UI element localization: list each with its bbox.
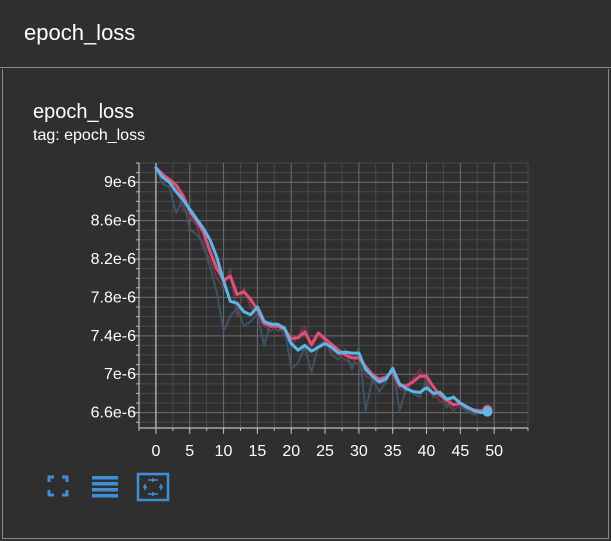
x-tick-label: 0 — [151, 443, 160, 460]
fit-domain-button[interactable] — [136, 472, 170, 502]
x-tick-label: 30 — [350, 443, 368, 460]
chart-toolbar — [44, 472, 184, 502]
y-tick-label: 8.6e-6 — [91, 213, 136, 230]
x-tick-label: 10 — [215, 443, 233, 460]
fit-domain-icon — [136, 472, 170, 502]
y-tick-label: 8.2e-6 — [91, 251, 136, 268]
chart-card — [2, 69, 609, 539]
x-tick-label: 5 — [185, 443, 194, 460]
x-tick-label: 20 — [282, 443, 300, 460]
page-header: epoch_loss — [0, 0, 611, 68]
x-tick-label: 15 — [248, 443, 266, 460]
x-tick-label: 50 — [485, 443, 503, 460]
series-raw-line — [154, 166, 489, 414]
y-tick-label: 7.8e-6 — [91, 289, 136, 306]
y-tick-label: 9e-6 — [104, 174, 136, 191]
data-table-icon — [92, 476, 118, 498]
series-line — [154, 166, 489, 413]
chart-title: epoch_loss — [33, 101, 135, 123]
x-tick-label: 25 — [316, 443, 334, 460]
fullscreen-button[interactable] — [44, 472, 76, 500]
y-tick-label: 7.4e-6 — [91, 328, 136, 345]
chart-subtitle: tag: epoch_loss — [33, 127, 146, 144]
x-tick-label: 45 — [451, 443, 469, 460]
y-tick-label: 6.6e-6 — [91, 405, 136, 422]
series-raw-line — [154, 166, 489, 416]
page-title: epoch_loss — [24, 20, 136, 45]
series-line — [154, 166, 489, 415]
series-end-point — [482, 406, 493, 417]
x-tick-label: 40 — [418, 443, 436, 460]
fullscreen-icon — [47, 475, 69, 497]
x-tick-label: 35 — [384, 443, 402, 460]
y-tick-label: 7e-6 — [104, 366, 136, 383]
data-table-button[interactable] — [90, 472, 122, 500]
